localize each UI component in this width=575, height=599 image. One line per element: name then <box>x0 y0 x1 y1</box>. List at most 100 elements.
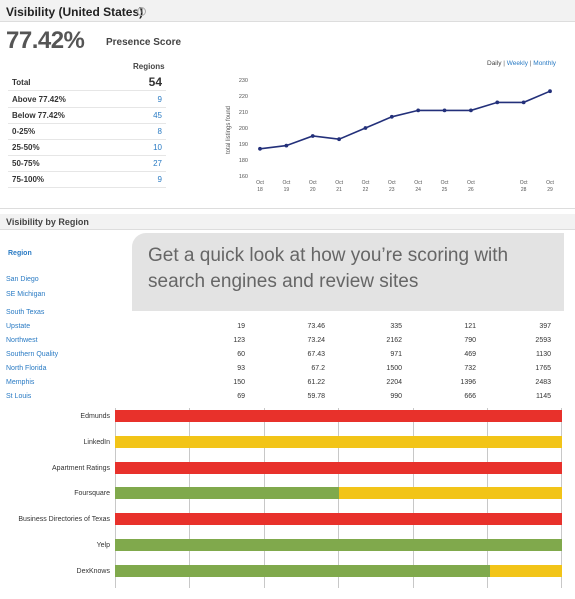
chart-data-point[interactable] <box>284 143 289 148</box>
site-bar-segment-yellow <box>338 487 562 500</box>
chart-x-tick-label: Oct <box>256 180 264 186</box>
chart-x-tick-label: Oct <box>546 180 554 186</box>
regions-row-label: Below 77.42% <box>12 111 65 120</box>
region-table-row: North Florida 93 67.2 1500 732 1765 <box>0 365 575 379</box>
site-bar-segment-red <box>115 461 562 474</box>
region-cell: 123 <box>233 337 245 344</box>
chart-data-point[interactable] <box>258 146 262 151</box>
site-name-label: Foursquare <box>74 490 110 498</box>
site-bar-segment-yellow <box>490 564 562 577</box>
chart-data-point[interactable] <box>495 100 500 105</box>
site-name-label: Yelp <box>96 542 110 549</box>
region-cell: 93 <box>237 365 245 372</box>
region-cell: 60 <box>237 351 245 358</box>
region-cell: 790 <box>464 337 476 344</box>
period-daily-link[interactable]: Daily <box>487 60 502 67</box>
chart-x-tick-label: 29 <box>547 187 553 193</box>
period-separator: | <box>527 60 534 67</box>
regions-row-value: 54 <box>148 75 162 89</box>
chart-x-tick-label: 21 <box>336 187 342 193</box>
chart-y-tick-label: 220 <box>239 94 248 100</box>
region-link[interactable]: North Florida <box>6 365 47 372</box>
site-status-bar[interactable] <box>115 487 562 500</box>
chart-x-tick-label: 19 <box>284 187 290 193</box>
listings-line-chart: total listings found 230 220 210 200 190 180 1… <box>226 78 554 193</box>
chart-x-tick-label: 28 <box>521 187 527 193</box>
visibility-header: Visibility (United States) ? <box>0 0 575 22</box>
region-table-row: St Louis 69 59.78 990 666 1145 <box>0 393 575 407</box>
chart-x-tick-label: 25 <box>442 187 448 193</box>
chart-x-tick-label: Oct <box>335 180 343 186</box>
region-cell: 2593 <box>535 337 551 344</box>
region-link[interactable]: Southern Quality <box>6 351 59 358</box>
chart-y-axis-label: total listings found <box>226 106 232 154</box>
regions-row-value[interactable]: 27 <box>153 159 162 168</box>
chart-data-point[interactable] <box>363 126 368 130</box>
chart-data-point[interactable] <box>337 137 341 142</box>
chart-y-tick-label: 160 <box>239 174 248 180</box>
regions-row: 75-100% 9 <box>8 172 166 188</box>
regions-row-value[interactable]: 8 <box>157 127 162 136</box>
regions-row-value[interactable]: 10 <box>153 143 162 152</box>
region-cell: 397 <box>539 323 551 330</box>
period-monthly-link[interactable]: Monthly <box>533 60 557 67</box>
section-title: Visibility by Region <box>6 217 89 227</box>
regions-column-header: Regions <box>133 62 165 71</box>
region-link[interactable]: Upstate <box>6 323 31 330</box>
chart-y-tick-label: 200 <box>239 126 248 132</box>
regions-row-value[interactable]: 9 <box>157 95 162 104</box>
region-cell: 990 <box>390 393 402 400</box>
chart-data-point[interactable] <box>389 114 394 119</box>
chart-data-point[interactable] <box>416 108 421 113</box>
chart-x-tick-label: Oct <box>441 180 449 186</box>
region-cell: 73.24 <box>307 337 325 344</box>
chart-y-tick-label: 210 <box>239 110 248 116</box>
regions-row-label: 50-75% <box>12 159 40 168</box>
regions-row: Total 54 <box>8 75 166 91</box>
chart-data-point[interactable] <box>548 89 552 94</box>
site-status-bar[interactable] <box>115 461 562 474</box>
region-cell: 1500 <box>386 365 402 372</box>
chart-x-tick-label: 23 <box>389 187 395 193</box>
region-link[interactable]: Memphis <box>6 379 35 386</box>
chart-data-point[interactable] <box>442 108 447 113</box>
chart-y-tick-label: 230 <box>239 78 248 84</box>
region-link[interactable]: South Texas <box>6 309 45 316</box>
region-link[interactable]: Northwest <box>6 337 38 344</box>
regions-row-label: Above 77.42% <box>12 95 66 104</box>
region-cell: 1396 <box>460 379 476 386</box>
site-status-bar[interactable] <box>115 410 562 422</box>
regions-row-value[interactable]: 45 <box>153 111 162 120</box>
chart-x-tick-label: 24 <box>415 187 421 193</box>
chart-data-point[interactable] <box>469 108 473 113</box>
region-cell: 19 <box>237 323 245 330</box>
site-bar-segment-yellow <box>115 435 562 448</box>
chart-data-point[interactable] <box>310 134 315 138</box>
site-status-bar[interactable] <box>115 539 562 551</box>
site-bar-segment-green <box>115 564 491 577</box>
region-link[interactable]: St Louis <box>6 393 32 400</box>
region-cell: 61.22 <box>307 379 325 386</box>
region-link[interactable]: SE Michigan <box>6 291 46 298</box>
chart-x-tick-label: Oct <box>282 180 290 186</box>
region-table-row: Southern Quality 60 67.43 971 469 1130 <box>0 351 575 365</box>
site-status-bar[interactable] <box>115 513 562 526</box>
region-cell: 469 <box>464 351 476 358</box>
period-weekly-link[interactable]: Weekly <box>506 60 528 67</box>
chart-y-tick-label: 180 <box>239 158 248 164</box>
presence-score-value: 77.42% <box>6 27 85 54</box>
region-cell: 1765 <box>535 365 551 372</box>
region-cell: 732 <box>464 365 476 372</box>
regions-row: Above 77.42% 9 <box>8 92 166 108</box>
site-bar-row: Yelp <box>0 537 575 563</box>
chart-data-point[interactable] <box>521 100 526 105</box>
region-link[interactable]: San Diego <box>6 276 39 283</box>
help-icon[interactable]: ? <box>137 7 146 16</box>
site-bar-segment-red <box>115 410 562 422</box>
site-status-bar[interactable] <box>115 435 562 448</box>
chart-x-tick-label: 18 <box>257 187 263 193</box>
regions-row-value[interactable]: 9 <box>157 175 162 184</box>
chart-x-tick-label: 22 <box>363 187 369 193</box>
region-cell: 666 <box>464 393 476 400</box>
site-status-bar[interactable] <box>115 564 562 577</box>
